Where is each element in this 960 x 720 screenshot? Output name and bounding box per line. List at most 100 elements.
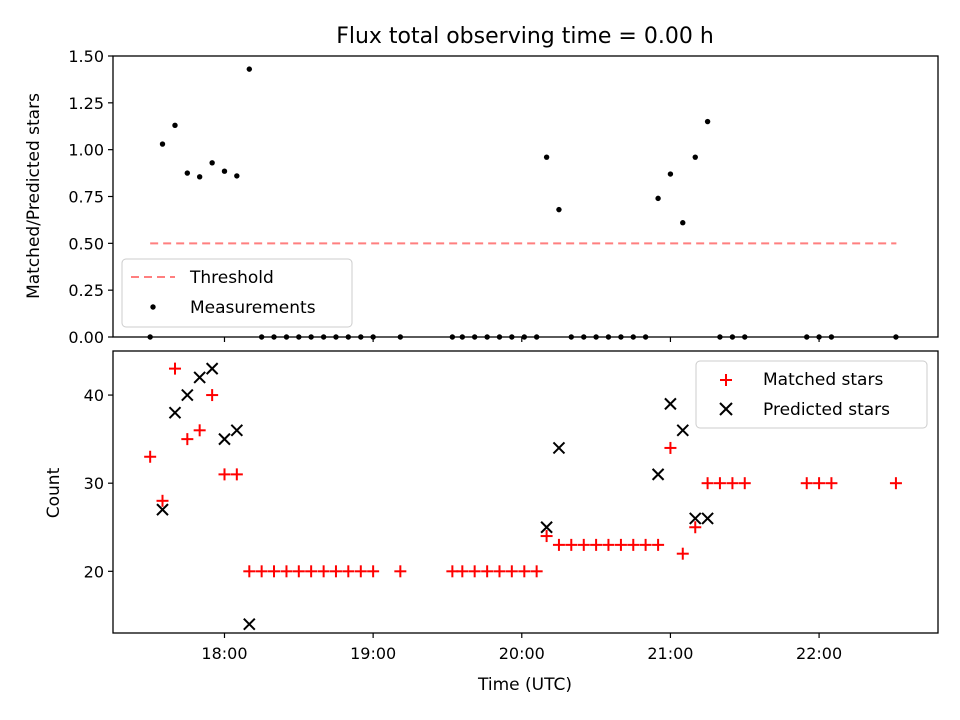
- predicted-star-point: [651, 468, 665, 481]
- ratio-y-tick: 0.75: [68, 188, 113, 207]
- ratio-y-tick: 0.50: [68, 234, 113, 253]
- predicted-star-point: [676, 424, 689, 437]
- matched-star-point: [317, 565, 330, 578]
- count-y-tick: 20: [84, 562, 113, 581]
- measurement-point: [692, 154, 698, 160]
- ratio-legend-box: [121, 258, 353, 328]
- measurement-point: [159, 141, 166, 147]
- ratio-y-tick: 0.00: [68, 328, 113, 347]
- matched-star-point: [800, 477, 813, 490]
- predicted-star-point: [689, 512, 702, 525]
- measurement-point: [593, 334, 599, 340]
- predicted-star-point: [181, 388, 194, 402]
- ratio-legend: Threshold Measurements: [121, 258, 353, 328]
- predicted-legend-label: Predicted stars: [763, 400, 890, 420]
- measurement-point: [642, 334, 649, 340]
- measurement-point: [521, 334, 528, 340]
- measurement-point: [893, 334, 899, 340]
- matched-star-point: [181, 433, 194, 446]
- x-tick: 21:00: [647, 633, 693, 663]
- measurement-point: [717, 334, 723, 340]
- measurement-point: [804, 334, 810, 340]
- measurement-point: [459, 334, 466, 340]
- measurements-legend-swatch: [150, 304, 156, 310]
- measurement-point: [296, 334, 302, 340]
- matched-star-point: [713, 477, 726, 490]
- measurements-legend-label: Measurements: [190, 298, 316, 318]
- measurement-point: [283, 334, 290, 340]
- ratio-y-tick: 1.25: [68, 94, 113, 113]
- ratio-y-tick: 1.00: [68, 141, 113, 160]
- x-tick-label: 22:00: [796, 644, 842, 663]
- ratio-axes: 0.00 0.25 0.50 0.75 1.00 1.25 1.50: [68, 47, 820, 347]
- x-tick-label: 20:00: [499, 644, 545, 663]
- matched-star-point: [614, 538, 627, 551]
- measurement-point: [816, 334, 822, 340]
- x-tick-label: 19:00: [350, 644, 396, 663]
- measurement-point: [581, 334, 587, 340]
- measurement-point: [271, 334, 277, 340]
- matched-star-point: [518, 565, 531, 578]
- measurement-point: [568, 334, 574, 340]
- chart-title: Flux total observing time = 0.00 h: [336, 24, 714, 49]
- predicted-star-point: [205, 362, 219, 375]
- x-tick: 20:00: [499, 633, 545, 663]
- measurement-point: [397, 334, 404, 340]
- count-legend: Matched stars Predicted stars: [695, 360, 928, 429]
- count-y-tick-label: 40: [84, 386, 104, 405]
- predicted-star-point: [218, 432, 231, 446]
- matched-star-point: [144, 450, 157, 463]
- matched-star-point: [206, 389, 219, 402]
- measurement-point: [196, 174, 203, 180]
- ratio-y-tick-label: 0.50: [68, 234, 104, 253]
- measurement-point: [370, 334, 376, 340]
- predicted-star-point: [156, 503, 169, 516]
- ratio-y-tick-label: 0.00: [68, 328, 104, 347]
- predicted-star-point: [193, 371, 206, 384]
- matched-star-point: [156, 494, 169, 507]
- count-y-tick: 30: [84, 474, 113, 493]
- matched-star-point: [394, 565, 407, 578]
- matched-star-point: [627, 538, 640, 551]
- count-y-tick-label: 20: [84, 562, 104, 581]
- measurement-point: [605, 334, 612, 340]
- count-y-tick-label: 30: [84, 474, 104, 493]
- measurement-point: [509, 334, 515, 340]
- matched-star-point: [230, 468, 243, 481]
- measurement-point: [234, 173, 240, 179]
- x-tick: 18:00: [201, 633, 248, 663]
- matched-star-point: [825, 477, 838, 490]
- count-panel-frame: [112, 350, 939, 634]
- measurement-point: [533, 334, 540, 340]
- matched-star-point: [280, 565, 293, 578]
- count-plot-area: [144, 362, 902, 631]
- ratio-plot-area: [147, 66, 899, 340]
- matched-star-point: [664, 441, 677, 454]
- measurement-point: [246, 66, 253, 72]
- measurement-point: [320, 334, 327, 340]
- predicted-star-point: [540, 521, 553, 534]
- matched-star-point: [602, 538, 615, 551]
- matched-star-point: [652, 538, 665, 551]
- measurement-point: [471, 334, 478, 340]
- measurement-point: [556, 206, 562, 213]
- matched-star-point: [540, 530, 553, 543]
- matched-legend-swatch: [720, 374, 732, 386]
- measurement-point: [630, 334, 636, 340]
- predicted-star-point: [230, 424, 244, 437]
- predicted-star-point: [243, 617, 256, 631]
- predicted-star-point: [168, 406, 182, 419]
- matched-star-point: [738, 477, 751, 490]
- matched-star-point: [481, 565, 494, 578]
- matched-star-point: [456, 565, 469, 578]
- count-y-tick: 40: [84, 386, 113, 405]
- measurement-point: [308, 334, 314, 340]
- matched-star-point: [168, 362, 181, 375]
- matched-star-point: [889, 477, 902, 490]
- measurement-point: [358, 334, 364, 340]
- matched-star-point: [577, 538, 590, 551]
- measurement-point: [172, 122, 178, 129]
- matched-star-point: [354, 565, 367, 578]
